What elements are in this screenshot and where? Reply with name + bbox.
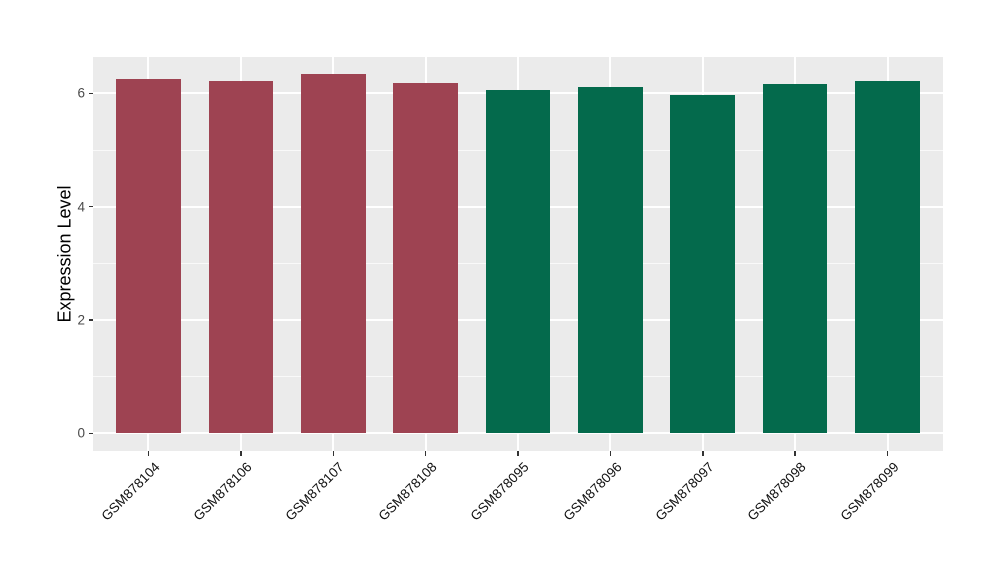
x-tick-label-GSM878108: GSM878108	[375, 459, 440, 524]
x-tick-label-GSM878104: GSM878104	[98, 459, 163, 524]
bars-layer	[93, 57, 943, 451]
x-tick-label-GSM878096: GSM878096	[560, 459, 625, 524]
bar-GSM878108	[393, 83, 458, 434]
x-tick-mark-GSM878099	[886, 451, 889, 456]
y-tick-label-2: 2	[77, 312, 85, 328]
x-tick-mark-GSM878108	[424, 451, 427, 456]
plot-panel	[93, 57, 943, 451]
bar-GSM878095	[485, 89, 551, 434]
y-tick-label-4: 4	[77, 198, 85, 214]
y-tick-mark-6	[88, 92, 93, 94]
bar-GSM878099	[855, 81, 920, 434]
bar-GSM878104	[116, 79, 181, 434]
x-tick-mark-GSM878104	[147, 451, 150, 456]
y-tick-mark-4	[88, 205, 93, 208]
x-tick-label-GSM878107: GSM878107	[282, 459, 348, 524]
bar-GSM878098	[762, 84, 828, 434]
bar-GSM878096	[578, 86, 643, 434]
x-tick-label-GSM878097: GSM878097	[652, 459, 717, 524]
bar-GSM878106	[208, 80, 274, 434]
x-tick-mark-GSM878096	[609, 451, 612, 456]
x-tick-label-GSM878106: GSM878106	[190, 459, 255, 524]
x-tick-mark-GSM878095	[517, 451, 519, 456]
x-tick-label-GSM878099: GSM878099	[837, 459, 902, 524]
y-tick-mark-2	[88, 319, 93, 321]
x-tick-mark-GSM878098	[794, 451, 796, 456]
x-tick-label-GSM878095: GSM878095	[467, 459, 532, 524]
bar-GSM878097	[670, 95, 736, 434]
y-tick-label-6: 6	[77, 85, 85, 101]
y-tick-mark-0	[88, 432, 93, 435]
x-tick-mark-GSM878107	[332, 451, 334, 456]
bar-GSM878107	[300, 74, 366, 434]
x-tick-mark-GSM878097	[702, 451, 704, 456]
x-tick-mark-GSM878106	[240, 451, 242, 456]
y-tick-label-0: 0	[77, 425, 85, 441]
x-tick-label-GSM878098: GSM878098	[744, 459, 810, 524]
